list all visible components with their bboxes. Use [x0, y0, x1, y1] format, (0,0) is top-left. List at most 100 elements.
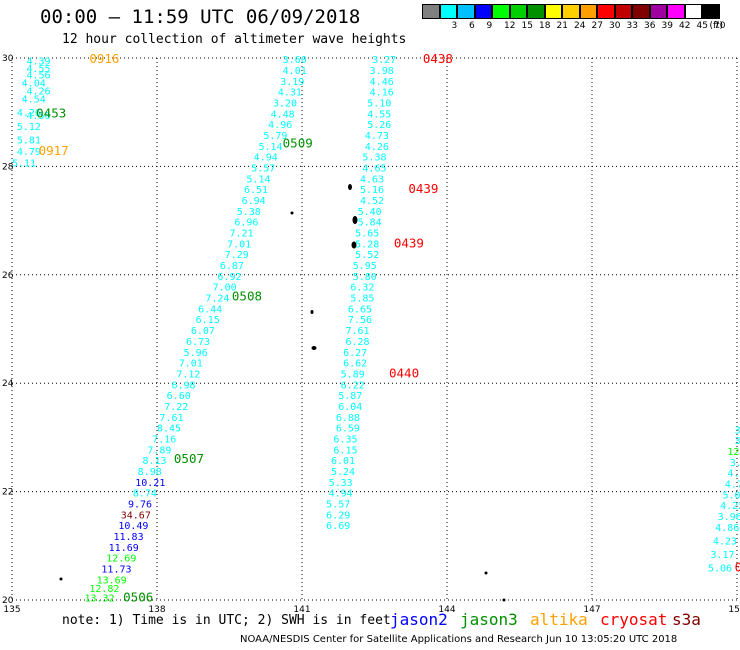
island — [484, 571, 488, 575]
pass-time-label: 0507 — [174, 451, 204, 466]
island — [348, 184, 352, 190]
wave-height-value: 7.22 — [164, 402, 188, 413]
wave-height-value: 5.38 — [362, 153, 386, 164]
wave-height-value: 4.26 — [365, 142, 389, 153]
wave-height-value: 6.15 — [196, 315, 220, 326]
pass-time-label: 0453 — [36, 105, 66, 120]
wave-height-value: 5.26 — [367, 120, 391, 131]
legend-label: 6 — [469, 21, 475, 31]
wave-height-value: 6.35 — [333, 434, 357, 445]
legend-swatch — [562, 4, 580, 19]
wave-height-value: 6.29 — [326, 510, 350, 521]
island — [59, 577, 63, 581]
wave-height-value: 13.69 — [97, 575, 127, 586]
wave-height-value: 5.85 — [350, 294, 374, 305]
wave-height-value: 5.10 — [367, 98, 391, 109]
wave-height-value: 11.69 — [109, 543, 139, 554]
footer-note: note: 1) Time is in UTC; 2) SWH is in fe… — [62, 613, 391, 628]
wave-height-value: 6.27 — [343, 348, 367, 359]
legend-label: 36 — [644, 21, 656, 31]
wave-height-value: 6.62 — [343, 359, 367, 370]
wave-height-value: 13.32 — [85, 593, 115, 604]
wave-height-value: 4.79 — [17, 147, 41, 158]
wave-height-value: 4.56 — [27, 70, 51, 81]
wave-height-value: 6.04 — [338, 402, 362, 413]
wave-height-value: 5.28 — [355, 239, 379, 250]
wave-height-value: 4.54 — [22, 95, 46, 106]
wave-height-value: 6.65 — [348, 304, 372, 315]
island — [310, 310, 314, 314]
wave-height-value: 10.21 — [135, 478, 165, 489]
legend-label: 24 — [574, 21, 586, 31]
wave-height-value: 5.12 — [17, 122, 41, 133]
wave-height-value: 7.12 — [176, 369, 200, 380]
wave-height-value: 12.69 — [106, 554, 136, 565]
wave-height-value: 4.96 — [268, 120, 292, 131]
wave-height-value: 5.87 — [338, 391, 362, 402]
legend-swatch — [439, 4, 457, 19]
wave-height-value: 4.48 — [271, 109, 295, 120]
legend-label: 9 — [486, 21, 493, 31]
wave-height-value: 5.11 — [12, 159, 36, 170]
pass-time-label: 0439 — [394, 235, 424, 250]
wave-height-value: 5.33 — [329, 478, 353, 489]
lon-tick-label: 141 — [293, 605, 310, 615]
wave-height-value: 7.01 — [179, 359, 203, 370]
legend-swatch — [667, 4, 685, 19]
wave-height-value: 5.16 — [360, 185, 384, 196]
legend-swatch — [544, 4, 562, 19]
wave-height-value: 4.86 — [715, 523, 739, 534]
wave-height-value: 5.81 — [17, 135, 41, 146]
wave-height-value: 4.9 — [727, 469, 740, 480]
wave-height-value: 6.07 — [191, 326, 215, 337]
wave-height-value: 4.50 — [27, 111, 51, 122]
wave-height-value: 5.80 — [353, 272, 377, 283]
island — [352, 216, 358, 224]
islands — [59, 184, 506, 602]
legend-swatch — [492, 4, 510, 19]
wave-height-value: 6.28 — [346, 337, 370, 348]
wave-height-value: 3.5 — [730, 458, 740, 469]
satellite-jason3: jason3 — [460, 610, 518, 629]
wave-height-value: 4.73 — [365, 131, 389, 142]
axis-tick-labels: 135 138 141 144 147 150 30 28 26 24 22 20 — [2, 54, 740, 615]
wave-height-value: 6.22 — [341, 380, 365, 391]
wave-height-value: 6.98 — [172, 380, 196, 391]
legend-swatch — [527, 4, 545, 19]
wave-height-value: 12.82 — [89, 584, 119, 595]
legend-swatch — [614, 4, 632, 19]
wave-height-value: 5.40 — [358, 207, 382, 218]
wave-height-value: 8.13 — [143, 456, 167, 467]
legend-label: 21 — [556, 21, 568, 31]
pass-time-label: 0917 — [39, 143, 69, 158]
track-jason3-pass-b: 3.604.013.194.313.204.484.965.7905095.14… — [85, 55, 313, 604]
wave-height-value: 8.98 — [138, 467, 162, 478]
wave-height-value: 6.51 — [244, 185, 268, 196]
island — [502, 598, 506, 602]
wave-height-value: 8.45 — [157, 424, 181, 435]
lat-tick-label: 30 — [2, 54, 14, 64]
wave-height-value: 7.00 — [213, 283, 237, 294]
wave-height-value: 4.55 — [367, 109, 391, 120]
track-cryosat-pass: 3.27 0438 3.984.464.165.104.555.264.734.26… — [326, 51, 453, 532]
wave-height-value: 7.01 — [227, 239, 251, 250]
wave-height-value: 4.52 — [360, 196, 384, 207]
wave-height-value: 11.73 — [101, 565, 131, 576]
wave-height-value: 5.95 — [353, 261, 377, 272]
legend-swatch — [632, 4, 650, 19]
wave-height-value: 7.16 — [152, 434, 176, 445]
wave-height-value: 6.94 — [242, 196, 266, 207]
lat-tick-label: 24 — [2, 379, 14, 389]
wave-height-value: 3.96 — [718, 512, 740, 523]
wave-height-value: 6.69 — [326, 521, 350, 532]
wave-height-value: 10.49 — [118, 521, 148, 532]
wave-height-value: 7.89 — [147, 445, 171, 456]
satellite-altika: altika — [530, 610, 588, 629]
wave-height-value: 4.94 — [329, 489, 353, 500]
wave-height-value: 5.14 — [246, 174, 270, 185]
pass-time-label: 0440 — [389, 365, 419, 380]
map-grid — [11, 57, 738, 601]
lon-tick-label: 150 — [728, 605, 740, 615]
wave-height-value: 5.84 — [358, 218, 382, 229]
